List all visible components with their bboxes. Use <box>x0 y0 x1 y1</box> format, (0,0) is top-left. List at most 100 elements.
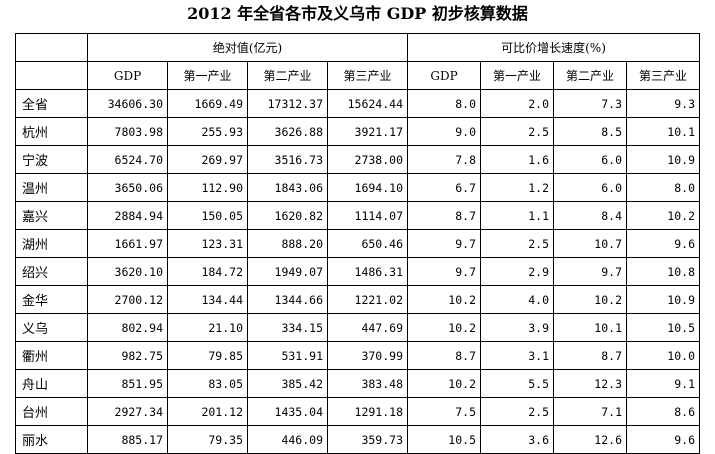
absolute-value-cell: 112.90 <box>167 173 248 202</box>
growth-rate-cell: 10.1 <box>626 117 700 146</box>
column-header-growth: 第一产业 <box>480 61 554 90</box>
absolute-value-cell: 447.69 <box>327 313 408 342</box>
absolute-value-cell: 370.99 <box>327 341 408 370</box>
absolute-value-cell: 359.73 <box>327 425 408 454</box>
growth-rate-cell: 2.0 <box>480 89 554 118</box>
table-row: 宁波 6524.70 269.97 3516.73 2738.00 7.8 1.6 6.0 10… <box>15 145 700 174</box>
region-name: 舟山 <box>15 369 88 398</box>
absolute-value-cell: 650.46 <box>327 229 408 258</box>
absolute-value-cell: 17312.37 <box>247 89 328 118</box>
growth-rate-cell: 8.6 <box>626 397 700 426</box>
absolute-value-cell: 385.42 <box>247 369 328 398</box>
absolute-value-cell: 79.35 <box>167 425 248 454</box>
table-row: 金华 2700.12 134.44 1344.66 1221.02 10.2 4.0 10.2… <box>15 285 700 314</box>
growth-rate-cell: 9.6 <box>626 229 700 258</box>
table-row: 温州 3650.06 112.90 1843.06 1694.10 6.7 1.2 6.0 8.… <box>15 173 700 202</box>
absolute-value-cell: 1291.18 <box>327 397 408 426</box>
growth-rate-cell: 3.1 <box>480 341 554 370</box>
growth-rate-cell: 10.0 <box>626 341 700 370</box>
growth-rate-cell: 9.7 <box>407 229 481 258</box>
region-name: 台州 <box>15 397 88 426</box>
table-row: 丽水 885.17 79.35 446.09 359.73 10.5 3.6 12.6 9.6 <box>15 425 700 454</box>
growth-rate-cell: 8.4 <box>553 201 627 230</box>
region-name: 丽水 <box>15 425 88 454</box>
growth-rate-cell: 10.5 <box>626 313 700 342</box>
absolute-value-cell: 7803.98 <box>87 117 168 146</box>
growth-rate-cell: 8.7 <box>553 341 627 370</box>
growth-rate-cell: 1.6 <box>480 145 554 174</box>
absolute-value-cell: 1949.07 <box>247 257 328 286</box>
column-header-absolute: 第一产业 <box>167 61 248 90</box>
growth-rate-cell: 8.7 <box>407 341 481 370</box>
absolute-value-cell: 6524.70 <box>87 145 168 174</box>
region-name: 嘉兴 <box>15 201 88 230</box>
growth-rate-cell: 7.3 <box>553 89 627 118</box>
growth-rate-cell: 10.1 <box>553 313 627 342</box>
absolute-value-cell: 851.95 <box>87 369 168 398</box>
corner-cell <box>15 33 88 62</box>
region-name: 全省 <box>15 89 88 118</box>
growth-rate-cell: 8.0 <box>407 89 481 118</box>
growth-rate-cell: 12.3 <box>553 369 627 398</box>
column-header-growth: 第二产业 <box>553 61 627 90</box>
growth-rate-cell: 10.9 <box>626 285 700 314</box>
table-row: 杭州 7803.98 255.93 3626.88 3921.17 9.0 2.5 8.5 10… <box>15 117 700 146</box>
table-row: 义乌 802.94 21.10 334.15 447.69 10.2 3.9 10.1 10.5 <box>15 313 700 342</box>
absolute-value-cell: 446.09 <box>247 425 328 454</box>
table-row: 绍兴 3620.10 184.72 1949.07 1486.31 9.7 2.9 9.7 10… <box>15 257 700 286</box>
growth-rate-cell: 1.1 <box>480 201 554 230</box>
absolute-value-cell: 1843.06 <box>247 173 328 202</box>
growth-rate-cell: 9.3 <box>626 89 700 118</box>
growth-rate-cell: 6.7 <box>407 173 481 202</box>
growth-rate-cell: 2.5 <box>480 229 554 258</box>
table-body: 全省 34606.30 1669.49 17312.37 15624.44 8.0 2.0 7… <box>15 89 700 454</box>
growth-rate-cell: 10.5 <box>407 425 481 454</box>
absolute-value-cell: 123.31 <box>167 229 248 258</box>
growth-rate-cell: 9.6 <box>626 425 700 454</box>
absolute-value-cell: 888.20 <box>247 229 328 258</box>
table-row: 舟山 851.95 83.05 385.42 383.48 10.2 5.5 12.3 9.1 <box>15 369 700 398</box>
absolute-value-cell: 1344.66 <box>247 285 328 314</box>
absolute-value-cell: 184.72 <box>167 257 248 286</box>
region-name: 宁波 <box>15 145 88 174</box>
absolute-value-cell: 34606.30 <box>87 89 168 118</box>
absolute-value-cell: 1669.49 <box>167 89 248 118</box>
growth-rate-cell: 2.5 <box>480 397 554 426</box>
growth-rate-cell: 7.1 <box>553 397 627 426</box>
column-header-absolute: 第三产业 <box>327 61 408 90</box>
growth-rate-cell: 3.9 <box>480 313 554 342</box>
absolute-value-cell: 2884.94 <box>87 201 168 230</box>
table-row: 湖州 1661.97 123.31 888.20 650.46 9.7 2.5 10.7 9.6 <box>15 229 700 258</box>
growth-rate-cell: 10.8 <box>626 257 700 286</box>
absolute-value-cell: 1435.04 <box>247 397 328 426</box>
growth-rate-cell: 10.7 <box>553 229 627 258</box>
growth-rate-cell: 6.0 <box>553 173 627 202</box>
absolute-value-cell: 79.85 <box>167 341 248 370</box>
region-name: 温州 <box>15 173 88 202</box>
absolute-value-cell: 3626.88 <box>247 117 328 146</box>
absolute-value-cell: 2738.00 <box>327 145 408 174</box>
absolute-value-cell: 531.91 <box>247 341 328 370</box>
column-header-growth: GDP <box>407 61 481 90</box>
growth-rate-cell: 6.0 <box>553 145 627 174</box>
absolute-value-cell: 2927.34 <box>87 397 168 426</box>
absolute-value-cell: 383.48 <box>327 369 408 398</box>
absolute-value-cell: 3516.73 <box>247 145 328 174</box>
growth-rate-cell: 3.6 <box>480 425 554 454</box>
growth-rate-cell: 9.1 <box>626 369 700 398</box>
absolute-value-cell: 3921.17 <box>327 117 408 146</box>
absolute-value-cell: 334.15 <box>247 313 328 342</box>
growth-rate-cell: 8.5 <box>553 117 627 146</box>
table-row: 衢州 982.75 79.85 531.91 370.99 8.7 3.1 8.7 10.0 <box>15 341 700 370</box>
region-name: 湖州 <box>15 229 88 258</box>
region-name: 衢州 <box>15 341 88 370</box>
growth-rate-cell: 9.0 <box>407 117 481 146</box>
region-name: 杭州 <box>15 117 88 146</box>
growth-rate-cell: 8.0 <box>626 173 700 202</box>
growth-rate-cell: 8.7 <box>407 201 481 230</box>
absolute-value-cell: 134.44 <box>167 285 248 314</box>
growth-rate-cell: 10.2 <box>407 285 481 314</box>
gdp-table: 绝对值(亿元) 可比价增长速度(%) GDP 第一产业 第二产业 第三产业 GDP 第一产… <box>15 33 700 454</box>
corner-cell-sub <box>15 61 88 90</box>
page-title: 2012 年全省各市及义乌市 GDP 初步核算数据 <box>187 4 528 23</box>
